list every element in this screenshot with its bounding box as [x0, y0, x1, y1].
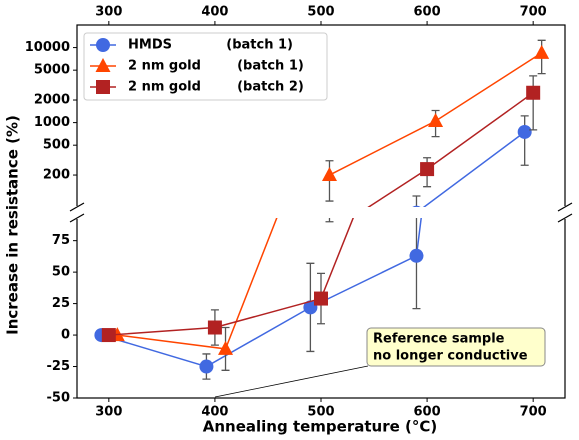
- y-tick-label: 10000: [25, 40, 70, 55]
- legend-label: 2 nm gold (batch 2): [128, 80, 304, 95]
- x-tick-label: 400: [201, 405, 228, 420]
- marker: [314, 231, 328, 245]
- marker: [218, 340, 234, 355]
- marker: [199, 359, 214, 374]
- error-bar: [222, 217, 230, 289]
- y-tick-label: 2000: [34, 93, 70, 108]
- error-bar: [529, 75, 538, 131]
- marker: [412, 205, 421, 207]
- x-tick-label: 700: [520, 405, 547, 420]
- error-bar: [325, 218, 334, 223]
- x-tick-label-top: 500: [307, 5, 334, 20]
- marker: [95, 58, 111, 72]
- marker: [96, 80, 110, 94]
- y-tick-label: -25: [47, 359, 71, 374]
- marker: [420, 162, 435, 177]
- marker: [303, 300, 318, 315]
- x-tick-label: 500: [307, 405, 334, 420]
- marker: [517, 124, 532, 139]
- axis-break-gap: [76, 206, 567, 219]
- y-tick-label: 50: [52, 265, 70, 280]
- annotation-text: no longer conductive: [373, 349, 528, 364]
- x-tick-label-top: 400: [201, 5, 228, 20]
- marker: [96, 38, 110, 52]
- y-axis-label: Increase in resistance (%): [4, 115, 22, 335]
- x-tick-label-top: 300: [95, 5, 122, 20]
- series-line: [422, 131, 526, 207]
- annotation-text: Reference sample: [373, 332, 505, 347]
- annotation-box: [366, 327, 546, 367]
- marker: [314, 291, 328, 306]
- y-tick-label: 200: [43, 168, 70, 183]
- marker: [409, 248, 424, 263]
- break-marks: [69, 202, 573, 223]
- legend-box: [83, 32, 328, 101]
- x-axis-label: Annealing temperature (°C): [203, 418, 437, 436]
- marker: [534, 44, 550, 59]
- marker: [526, 85, 541, 100]
- y-tick-label: -50: [47, 391, 71, 406]
- marker: [321, 167, 337, 182]
- legend-label: 2 nm gold (batch 1): [128, 59, 304, 74]
- marker: [428, 113, 444, 128]
- y-tick-label: 1000: [34, 115, 70, 130]
- x-tick-label: 600: [414, 405, 441, 420]
- y-tick-label: 500: [43, 138, 70, 153]
- x-tick-label: 300: [95, 405, 122, 420]
- error-bar: [412, 195, 421, 207]
- x-tick-label-top: 600: [414, 5, 441, 20]
- series-line: [117, 218, 278, 350]
- legend-label: HMDS (batch 1): [128, 38, 293, 53]
- marker: [207, 320, 222, 335]
- marker: [208, 282, 222, 296]
- x-tick-label-top: 700: [520, 5, 547, 20]
- marker: [303, 240, 317, 254]
- y-tick-label: 75: [52, 233, 70, 248]
- y-tick-label: 5000: [34, 63, 70, 78]
- series-line: [367, 92, 534, 207]
- error-bar: [520, 115, 529, 166]
- marker: [420, 26, 434, 40]
- error-bar: [211, 217, 219, 250]
- error-bar: [317, 221, 325, 276]
- y-tick-label: 0: [61, 328, 70, 343]
- annotation-arrow: [214, 365, 369, 398]
- y-tick-label: 25: [52, 296, 70, 311]
- panel-plot: [208, 39, 550, 296]
- panel-plot: [94, 26, 434, 380]
- marker: [101, 328, 116, 343]
